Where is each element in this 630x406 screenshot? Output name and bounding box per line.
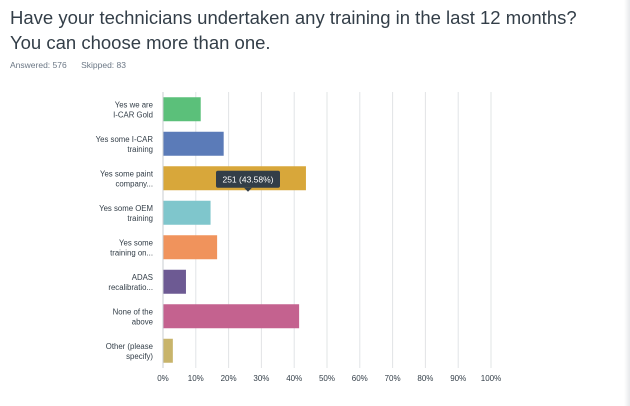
category-label: company...: [115, 179, 153, 188]
tooltip-pointer: [244, 187, 252, 192]
category-label: ADAS: [132, 273, 153, 282]
category-label: recalibratio...: [108, 283, 153, 292]
bar: [163, 338, 173, 363]
x-tick-label: 60%: [352, 374, 368, 383]
x-tick-label: 40%: [286, 374, 302, 383]
x-tick-label: 0%: [157, 374, 169, 383]
category-label: training: [127, 214, 153, 223]
bar: [163, 235, 218, 260]
skipped-count: Skipped: 83: [81, 60, 126, 70]
x-tick-label: 70%: [385, 374, 401, 383]
answered-count: Answered: 576: [10, 60, 67, 70]
bar: [163, 269, 186, 294]
category-label: Yes some OEM: [99, 204, 153, 213]
x-tick-label: 20%: [221, 374, 237, 383]
category-label: training on...: [110, 248, 153, 257]
category-label: Yes some: [119, 238, 153, 247]
bar: [163, 97, 201, 122]
category-label: Yes some paint: [100, 169, 154, 178]
tooltip-label: 251 (43.58%): [222, 174, 273, 184]
category-label: Yes we are: [115, 100, 153, 109]
x-tick-label: 30%: [253, 374, 269, 383]
x-tick-label: 50%: [319, 374, 335, 383]
category-label: None of the: [113, 307, 153, 316]
response-stats: Answered: 576 Skipped: 83: [10, 60, 138, 70]
category-label: Yes some I-CAR: [96, 135, 154, 144]
x-tick-label: 10%: [188, 374, 204, 383]
category-label: specify): [126, 352, 153, 361]
category-label: Other (please: [106, 342, 153, 351]
x-tick-label: 100%: [481, 374, 501, 383]
category-label: above: [132, 317, 153, 326]
category-label: I-CAR Gold: [113, 110, 153, 119]
bar: [163, 304, 300, 329]
scroll-edge: [624, 0, 630, 406]
category-label: training: [127, 145, 153, 154]
question-title: Have your technicians undertaken any tra…: [10, 7, 577, 53]
bar: [163, 131, 224, 156]
bar: [163, 200, 211, 225]
x-tick-label: 90%: [450, 374, 466, 383]
tooltip-box: [216, 170, 280, 188]
x-tick-label: 80%: [417, 374, 433, 383]
